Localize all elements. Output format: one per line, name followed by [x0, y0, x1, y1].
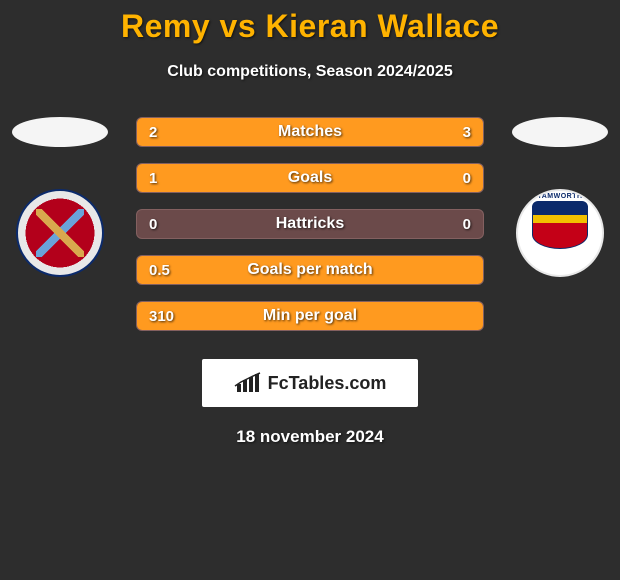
club-badge-left-icon [16, 189, 104, 277]
stat-row: 310Min per goal [136, 301, 484, 331]
chart-icon [234, 372, 262, 394]
stat-label: Min per goal [137, 302, 483, 330]
club-badge-right-icon [516, 189, 604, 277]
date-label: 18 november 2024 [0, 427, 620, 447]
infographic-root: Remy vs Kieran Wallace Club competitions… [0, 0, 620, 447]
page-title: Remy vs Kieran Wallace [0, 8, 620, 45]
stat-label: Goals per match [137, 256, 483, 284]
stat-row: 10Goals [136, 163, 484, 193]
site-logo: FcTables.com [202, 359, 418, 407]
stat-bars: 23Matches 10Goals 00Hattricks 0.5Goals per … [112, 117, 508, 347]
player-left-column [8, 117, 112, 277]
stat-label: Matches [137, 118, 483, 146]
subtitle: Club competitions, Season 2024/2025 [0, 63, 620, 81]
comparison-area: 23Matches 10Goals 00Hattricks 0.5Goals per … [0, 117, 620, 347]
stat-label: Hattricks [137, 210, 483, 238]
player-left-silhouette [12, 117, 108, 147]
stat-row: 23Matches [136, 117, 484, 147]
stat-label: Goals [137, 164, 483, 192]
player-right-silhouette [512, 117, 608, 147]
stat-row: 00Hattricks [136, 209, 484, 239]
player-right-column [508, 117, 612, 277]
stat-row: 0.5Goals per match [136, 255, 484, 285]
site-logo-text: FcTables.com [268, 373, 387, 394]
